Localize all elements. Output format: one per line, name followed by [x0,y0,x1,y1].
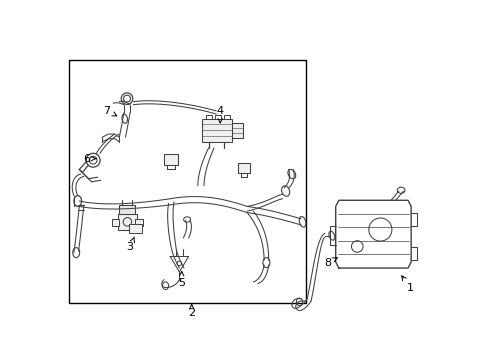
Bar [68,60,306,303]
Bar [205,115,211,119]
Text: 6: 6 [83,154,96,164]
Text: 3: 3 [126,237,134,252]
Bar [202,119,231,142]
Bar [214,115,221,119]
Bar [163,154,178,165]
Bar [111,219,119,226]
Text: 4: 4 [216,106,224,123]
Text: 1: 1 [401,276,413,293]
Text: 2: 2 [188,305,195,318]
Bar [119,205,135,214]
Bar [118,214,137,230]
Text: 8: 8 [324,258,337,267]
Bar [128,224,142,233]
Text: 7: 7 [103,106,117,116]
Bar [224,115,230,119]
Bar [135,219,143,226]
Bar [231,122,242,138]
Text: 5: 5 [178,271,185,288]
Bar [238,163,250,172]
